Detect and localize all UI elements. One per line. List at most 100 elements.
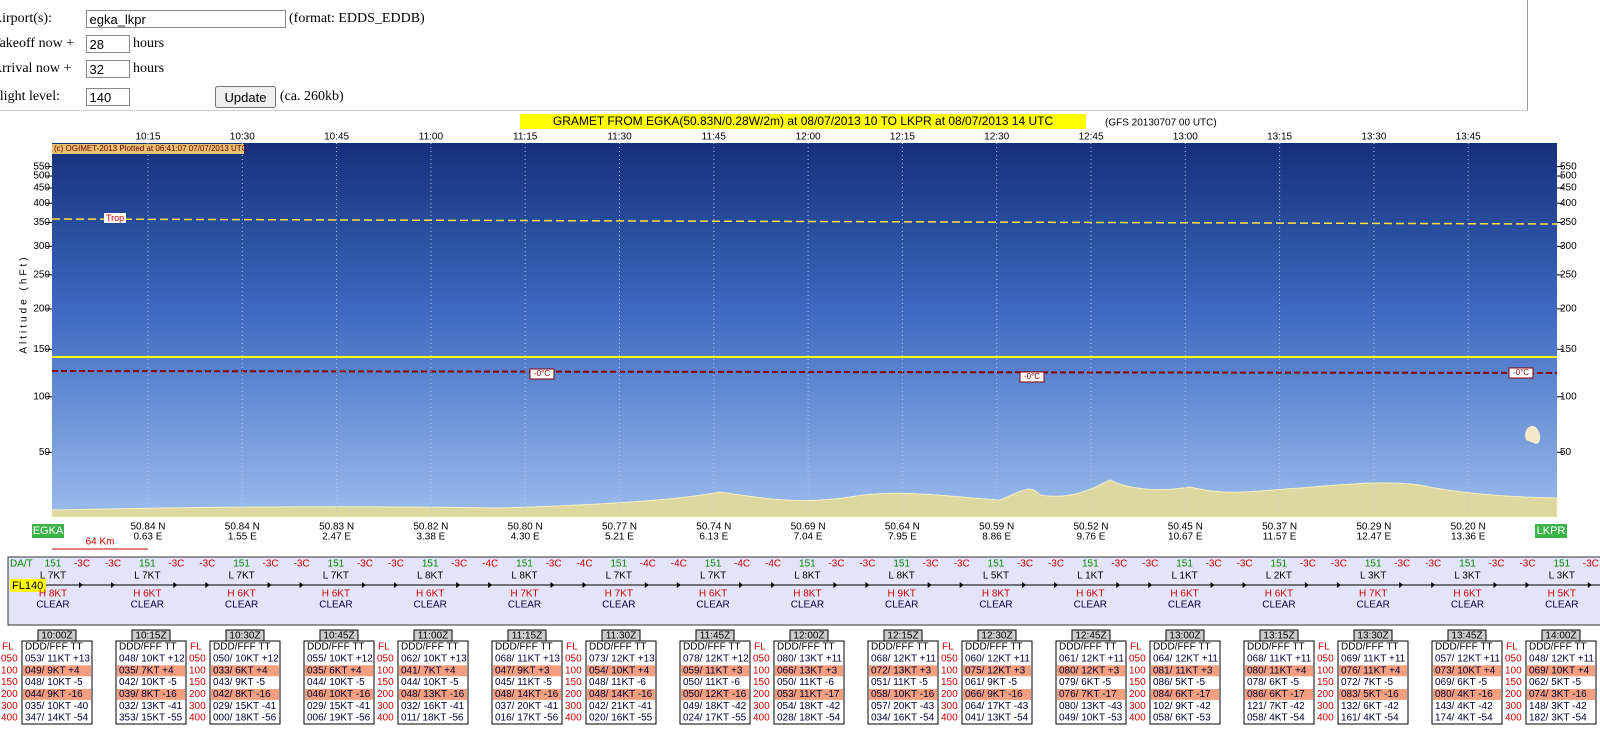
y-tick-label: 100 xyxy=(33,391,50,402)
y-tick-label: 50 xyxy=(1560,447,1572,458)
fl-level: 100 xyxy=(565,665,582,676)
table-row: 064/ 12KT +11 xyxy=(1153,654,1218,665)
arrival-row: Arrival now + hours xyxy=(0,60,164,78)
table-row: 051/ 11KT -5 xyxy=(871,677,928,688)
label: Flight level: xyxy=(0,89,61,105)
takeoff-input[interactable] xyxy=(85,35,130,53)
density-altitude: 151 xyxy=(1082,559,1099,570)
fl-level: 100 xyxy=(1317,665,1334,676)
tropopause-line xyxy=(51,218,1558,225)
latitude: 50.45 N xyxy=(1168,522,1203,533)
low-wind: L 7KT xyxy=(228,571,254,582)
temperature: -3C xyxy=(859,559,875,570)
table-row: 058/ 10KT -16 xyxy=(871,689,935,700)
row-highlight xyxy=(869,688,937,700)
table-time: 11:30Z xyxy=(606,631,636,642)
table-row: 080/ 13KT +11 xyxy=(777,654,842,665)
update-button[interactable]: Update xyxy=(214,86,277,108)
row-highlight xyxy=(681,665,749,677)
arrow xyxy=(833,582,838,588)
table-time: 10:30Z xyxy=(229,631,260,642)
label-bg xyxy=(529,368,555,380)
table-row: 032/ 16KT -41 xyxy=(401,701,465,712)
table-row: 020/ 16KT -55 xyxy=(589,713,653,724)
temperature: -3C xyxy=(1017,559,1033,570)
time-label: 13:45 xyxy=(1456,132,1481,143)
label: Airport(s): xyxy=(0,11,52,27)
temperature: -4C xyxy=(482,559,498,570)
longitude: 7.04 E xyxy=(794,532,823,543)
high-wind: H 8KT xyxy=(39,589,67,600)
table-row: 046/ 10KT -16 xyxy=(307,689,371,700)
table-header: DDD/FFF TT xyxy=(1247,642,1305,653)
level-input[interactable] xyxy=(85,88,130,106)
fl-level: 100 xyxy=(189,665,206,676)
table-time: 12:15Z xyxy=(887,631,918,642)
high-wind: H 6KT xyxy=(1076,589,1104,600)
fl-level: 150 xyxy=(941,677,958,688)
table-row: 121/ 7KT -42 xyxy=(1247,701,1305,712)
table-row: 049/ 9KT +4 xyxy=(25,665,80,676)
table-time: 10:15Z xyxy=(135,631,166,642)
label-bg xyxy=(1535,524,1567,538)
arrow xyxy=(1242,582,1247,588)
label-bg xyxy=(32,524,64,538)
temperature: -3C xyxy=(545,559,561,570)
latitude: 50.64 N xyxy=(885,522,920,533)
arrow xyxy=(1148,582,1153,588)
fl-header: FL xyxy=(1130,642,1142,653)
airport-input[interactable] xyxy=(85,10,286,28)
fl-level: 050 xyxy=(377,654,394,665)
freezing-label: -0°C xyxy=(534,369,550,378)
label-bg xyxy=(52,144,244,154)
temperature: -4C xyxy=(734,559,750,570)
table-row: 048/ 11KT -6 xyxy=(589,677,646,688)
density-altitude: 151 xyxy=(328,559,345,570)
temperature: -3C xyxy=(294,559,310,570)
table-box xyxy=(1431,640,1503,725)
hint: (format: EDDS_EDDB) xyxy=(289,11,425,27)
fl-label: FL140 xyxy=(12,580,43,592)
fl-header: FL xyxy=(1318,642,1330,653)
table-row: 011/ 18KT -56 xyxy=(401,713,464,724)
row-highlight xyxy=(775,688,843,700)
chart-title: GRAMET FROM EGKA(50.83N/0.28W/2m) at 08/… xyxy=(553,114,1054,128)
row-highlight xyxy=(587,665,655,677)
fl-level: 200 xyxy=(1129,689,1146,700)
table-row: 069/ 10KT +4 xyxy=(1529,665,1590,676)
latitude: 50.74 N xyxy=(696,522,731,533)
longitude: 7.95 E xyxy=(888,532,917,543)
fl-level: 050 xyxy=(1317,654,1334,665)
row-highlight xyxy=(963,665,1031,677)
density-altitude: 151 xyxy=(1176,559,1193,570)
arrow xyxy=(79,582,83,588)
temperature: -3C xyxy=(1488,559,1504,570)
arrow xyxy=(582,582,587,588)
row-highlight xyxy=(399,688,467,700)
fl-level: 200 xyxy=(1,689,18,700)
fl-header: FL xyxy=(378,642,390,653)
arrival-input[interactable] xyxy=(85,60,130,78)
cloud-label: CLEAR xyxy=(885,600,918,611)
high-wind: H 6KT xyxy=(133,589,161,600)
time-label: 13:30 xyxy=(1361,132,1386,143)
table-row: 039/ 8KT -16 xyxy=(119,689,177,700)
row-highlight xyxy=(681,688,749,700)
time-label: 12:00 xyxy=(796,132,821,143)
row-highlight xyxy=(305,688,373,700)
cloud-label: CLEAR xyxy=(319,600,352,611)
fl-level: 150 xyxy=(377,677,394,688)
table-box xyxy=(115,640,187,725)
arrow xyxy=(1399,582,1404,588)
table-row: 042/ 8KT -16 xyxy=(213,689,271,700)
table-header: DDD/FFF TT xyxy=(1435,642,1493,653)
y-axis-label: Altitude (hFt) xyxy=(19,254,30,353)
fl-level: 400 xyxy=(941,713,958,724)
fl-level: 050 xyxy=(565,654,582,665)
arrow xyxy=(1587,582,1592,588)
fl-level: 100 xyxy=(941,665,958,676)
row-highlight xyxy=(1527,665,1595,677)
latitude: 50.84 N xyxy=(130,522,165,533)
divider xyxy=(0,110,1528,111)
temperature: -3C xyxy=(1394,559,1410,570)
